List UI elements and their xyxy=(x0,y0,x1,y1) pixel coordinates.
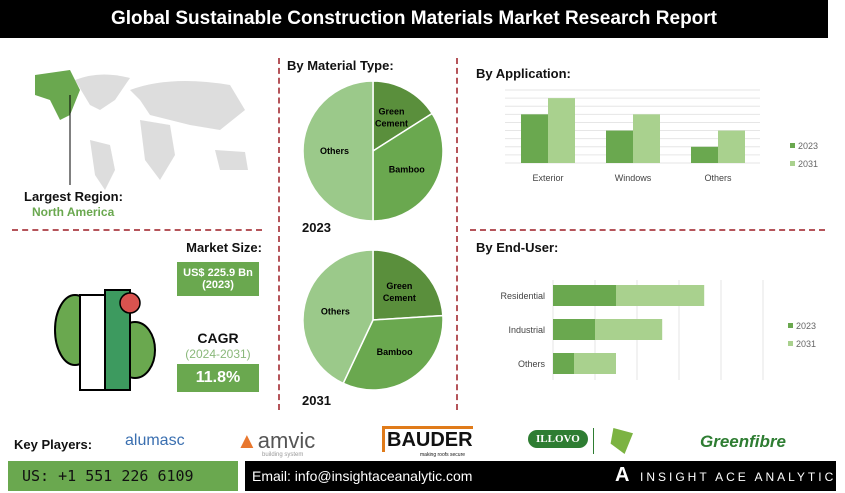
legend-swatch xyxy=(788,341,793,346)
legend-label: 2023 xyxy=(796,321,816,331)
pie-chart-2031: Green Cement Bamboo Others xyxy=(302,249,444,391)
y-tick-label: Industrial xyxy=(508,325,545,335)
divider xyxy=(470,229,825,231)
pie-chart-2023: Green Cement Bamboo Others xyxy=(302,80,444,222)
largest-region-value: North America xyxy=(32,205,115,219)
pie-label: Green xyxy=(386,281,412,291)
bar-exterior-2031 xyxy=(548,98,575,163)
application-title: By Application: xyxy=(476,66,571,81)
y-tick-label: Residential xyxy=(500,291,545,301)
report-title: Global Sustainable Construction Material… xyxy=(0,0,828,38)
bar-windows-2023 xyxy=(606,130,633,163)
pie-year-2023: 2023 xyxy=(302,220,331,235)
y-tick-label: Others xyxy=(518,359,546,369)
bar-others-2031 xyxy=(574,353,616,374)
market-size-box: US$ 225.9 Bn (2023) xyxy=(177,262,259,296)
illovo-logo: ILLOVO xyxy=(528,430,588,448)
x-tick-label: Exterior xyxy=(532,173,563,183)
pie-label: Cement xyxy=(383,293,416,303)
x-tick-label: Others xyxy=(704,173,732,183)
material-type-title: By Material Type: xyxy=(287,58,394,73)
pie-label: Others xyxy=(321,307,350,317)
legend-swatch xyxy=(790,161,795,166)
bar-industrial-2031 xyxy=(595,319,663,340)
africa-icon xyxy=(610,428,633,454)
market-size-value: US$ 225.9 Bn xyxy=(183,267,253,279)
pie-slice-green-cement xyxy=(372,80,434,153)
legend-label: 2031 xyxy=(796,339,816,349)
bauder-logo: BAUDER xyxy=(382,426,473,452)
brand-name: INSIGHT ACE ANALYTIC xyxy=(640,470,837,484)
brand-logo-icon: A xyxy=(615,464,630,486)
key-players-label: Key Players: xyxy=(14,437,93,452)
divider xyxy=(12,229,262,231)
pie-slice-others xyxy=(302,80,374,222)
pie-slice-bamboo xyxy=(372,112,444,222)
amvic-tagline: building system xyxy=(262,452,304,458)
pie-slice-bamboo xyxy=(342,314,444,391)
pie-label: Cement xyxy=(375,118,408,128)
bar-industrial-2023 xyxy=(553,319,595,340)
bauder-tagline: making roofs secure xyxy=(420,452,466,458)
market-size-year: (2023) xyxy=(202,279,234,291)
bar-exterior-2023 xyxy=(521,114,548,163)
cagr-period: (2024-2031) xyxy=(185,347,251,361)
application-bar-chart: Exterior Windows Others 2023 2031 xyxy=(505,89,818,183)
bar-residential-2023 xyxy=(553,285,616,306)
green-building-icon xyxy=(54,289,156,391)
legend-swatch xyxy=(788,323,793,328)
pie-slice-green-cement xyxy=(372,249,444,321)
legend-label: 2023 xyxy=(798,141,818,151)
phone-number[interactable]: US: +1 551 226 6109 xyxy=(8,461,238,491)
divider xyxy=(278,58,280,410)
greenfibre-logo: Greenfibre xyxy=(700,432,786,451)
bar-others-2031 xyxy=(718,130,745,163)
cagr-value: 11.8% xyxy=(177,364,259,392)
pie-label: Bamboo xyxy=(389,165,426,175)
alumasc-logo: alumasc xyxy=(125,432,185,449)
world-map-icon xyxy=(35,70,248,190)
bar-others-2023 xyxy=(691,146,718,163)
bar-windows-2031 xyxy=(633,114,660,163)
legend-swatch xyxy=(790,143,795,148)
pie-slice-others xyxy=(302,249,374,385)
amvic-logo: ▲amvic xyxy=(236,428,316,453)
largest-region-label: Largest Region: xyxy=(24,189,123,204)
end-user-bar-chart: Residential Industrial Others 2023 2031 xyxy=(500,280,816,380)
pie-label: Green xyxy=(379,106,405,116)
end-user-title: By End-User: xyxy=(476,240,559,255)
pie-label: Others xyxy=(320,146,349,156)
divider xyxy=(456,58,458,410)
divider xyxy=(593,428,594,454)
pie-label: Bamboo xyxy=(377,347,414,357)
bar-others-2023 xyxy=(553,353,574,374)
cagr-label: CAGR xyxy=(197,330,239,346)
bar-residential-2031 xyxy=(616,285,705,306)
email-link[interactable]: Email: info@insightaceanalytic.com xyxy=(252,468,473,484)
pie-year-2031: 2031 xyxy=(302,393,331,408)
x-tick-label: Windows xyxy=(615,173,652,183)
legend-label: 2031 xyxy=(798,159,818,169)
market-size-label: Market Size: xyxy=(186,240,262,255)
